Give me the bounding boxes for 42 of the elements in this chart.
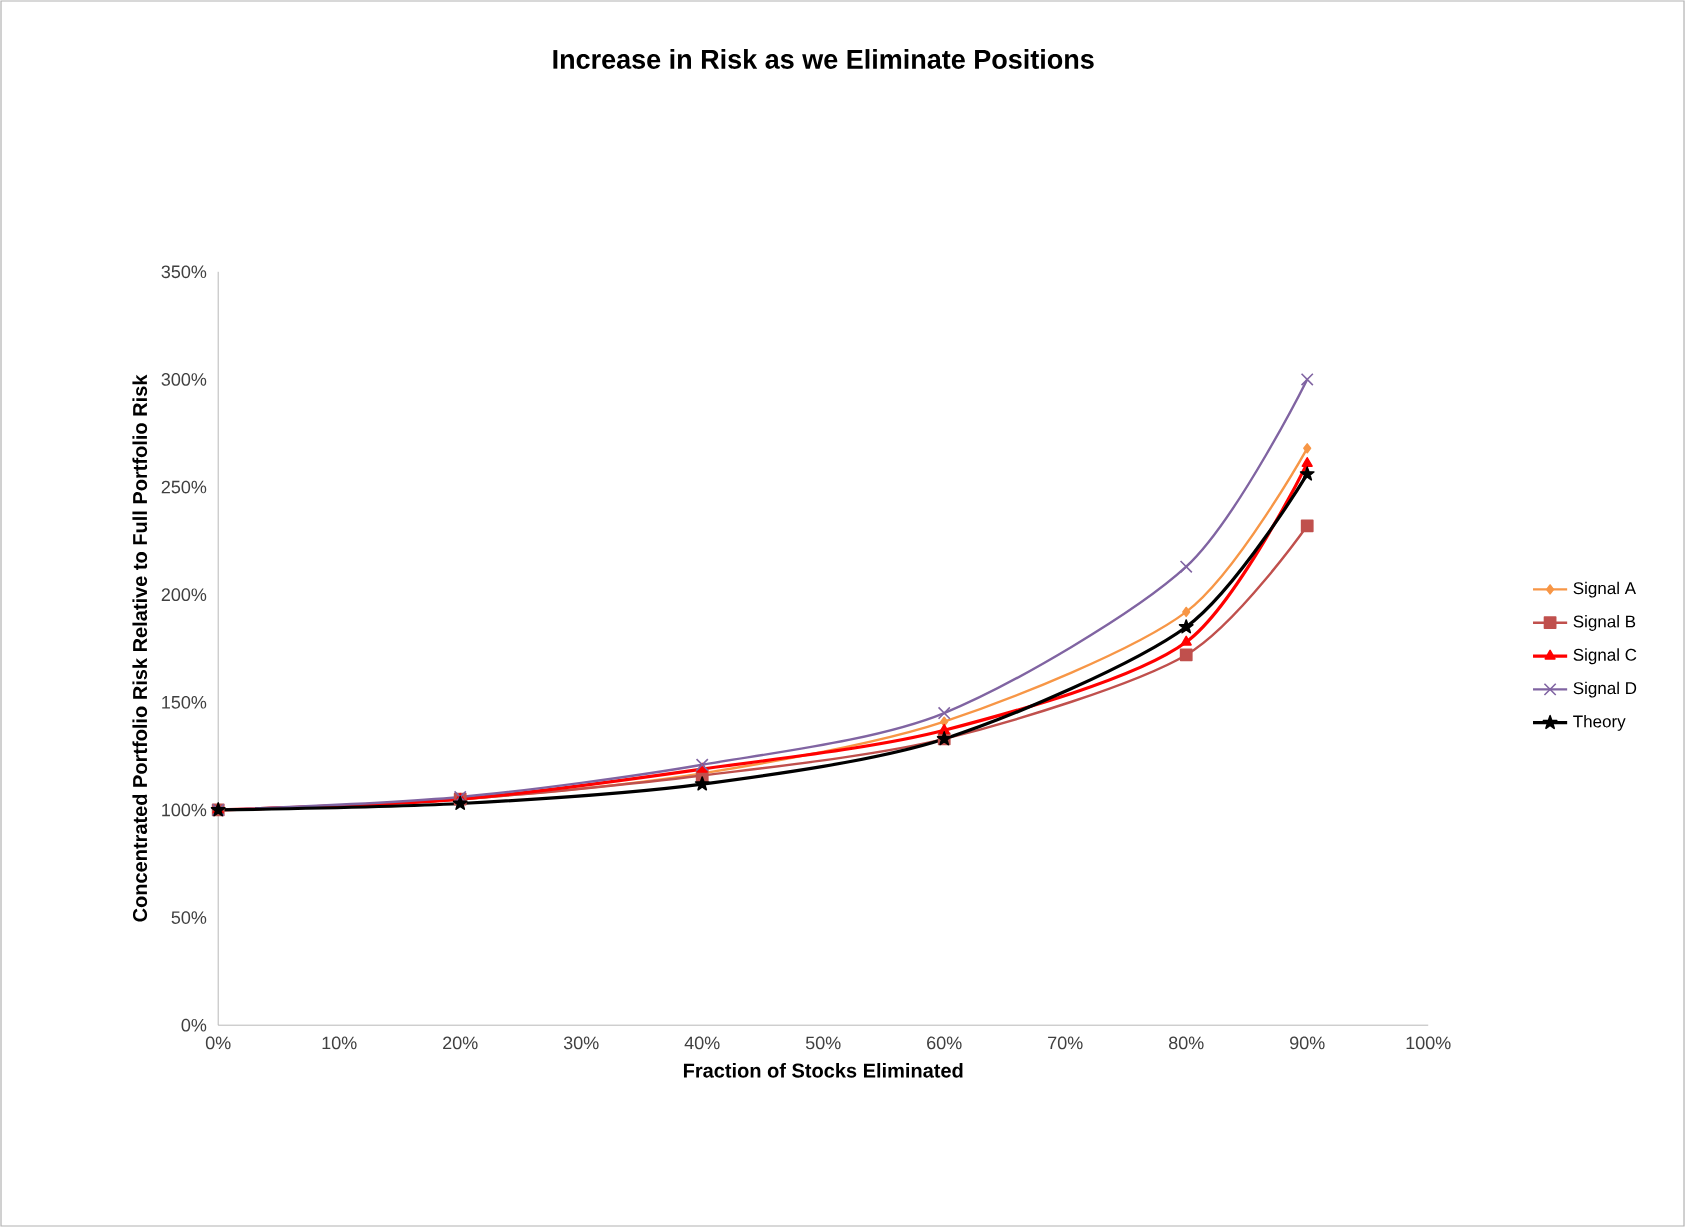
legend-label: Signal B [1573,615,1636,631]
legend-label: Signal C [1573,648,1637,665]
point [1179,560,1193,574]
legend-label: Signal A [1573,581,1637,598]
x-tick-label: 70% [1048,1036,1083,1050]
point [1303,443,1312,454]
x-tick-label: 0% [205,1036,231,1050]
point [1301,456,1313,467]
point [937,706,951,720]
point [938,723,950,734]
chart-title: Increase in Risk as we Eliminate Positions [553,49,1094,69]
point [1180,635,1192,646]
legend-label: Signal D [1573,681,1637,698]
y-axis-title: Concentrated Portfolio Risk Relative to Full Portfolio Risk [132,374,148,922]
x-tick-label: 40% [684,1036,720,1050]
y-tick-label: 0% [181,1018,207,1032]
point [694,776,710,791]
y-tick-label: 300% [161,373,207,386]
x-tick-label: 10% [322,1036,357,1050]
point [1300,519,1314,533]
point [1179,648,1193,662]
point [1178,619,1194,634]
y-tick-label: 50% [171,911,207,924]
point [695,758,709,772]
x-tick-label: 30% [563,1036,599,1050]
x-tick-label: 60% [927,1036,962,1050]
y-tick-label: 100% [162,803,207,817]
x-tick-label: 80% [1168,1036,1204,1050]
y-tick-label: 250% [161,480,207,494]
point [452,795,468,810]
x-axis-title: Fraction of Stocks Eliminated [683,1063,963,1078]
point [1299,466,1315,481]
point [1300,372,1314,386]
y-tick-label: 150% [162,695,207,709]
x-tick-label: 50% [805,1036,841,1050]
y-tick-label: 350% [161,265,207,279]
x-tick-label: 20% [443,1036,478,1050]
point [1182,606,1191,618]
legend-label: Theory [1573,715,1626,731]
x-tick-label: 100% [1406,1036,1451,1050]
x-tick-label: 90% [1290,1036,1325,1050]
y-tick-label: 200% [161,588,207,602]
